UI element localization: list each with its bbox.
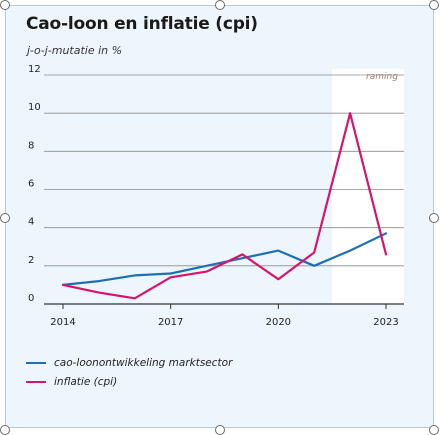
resize-handle-left[interactable] <box>0 213 10 223</box>
y-tick-label-0: 0 <box>28 293 34 304</box>
legend-item-cao-loon: cao-loonontwikkeling marktsector <box>26 356 232 370</box>
y-tick-label-4: 4 <box>28 217 34 228</box>
resize-handle-top[interactable] <box>215 0 225 10</box>
x-tick-label-2023: 2023 <box>373 317 398 328</box>
y-tick-label-12: 12 <box>28 64 41 75</box>
x-tick-label-2020: 2020 <box>266 317 291 328</box>
chart-subtitle: j-o-j-mutatie in % <box>27 44 123 57</box>
x-tick-label-2017: 2017 <box>158 317 183 328</box>
legend-swatch-inflatie <box>26 381 46 383</box>
legend-item-inflatie: inflatie (cpi) <box>26 375 117 389</box>
resize-handle-top-left[interactable] <box>0 0 10 10</box>
x-tick-label-2014: 2014 <box>50 317 75 328</box>
forecast-label: raming <box>366 72 398 82</box>
y-tick-label-10: 10 <box>28 102 41 113</box>
series-line-1 <box>61 112 388 300</box>
resize-handle-right[interactable] <box>429 213 439 223</box>
legend-label-inflatie: inflatie (cpi) <box>54 376 118 388</box>
y-tick-label-6: 6 <box>28 179 34 190</box>
chart-title: Cao-loon en inflatie (cpi) <box>26 14 258 34</box>
legend-label-cao-loon: cao-loonontwikkeling marktsector <box>54 357 233 369</box>
y-tick-label-2: 2 <box>28 255 34 266</box>
resize-handle-top-right[interactable] <box>429 0 439 10</box>
legend-swatch-cao-loon <box>26 362 46 364</box>
y-tick-label-8: 8 <box>28 140 34 151</box>
